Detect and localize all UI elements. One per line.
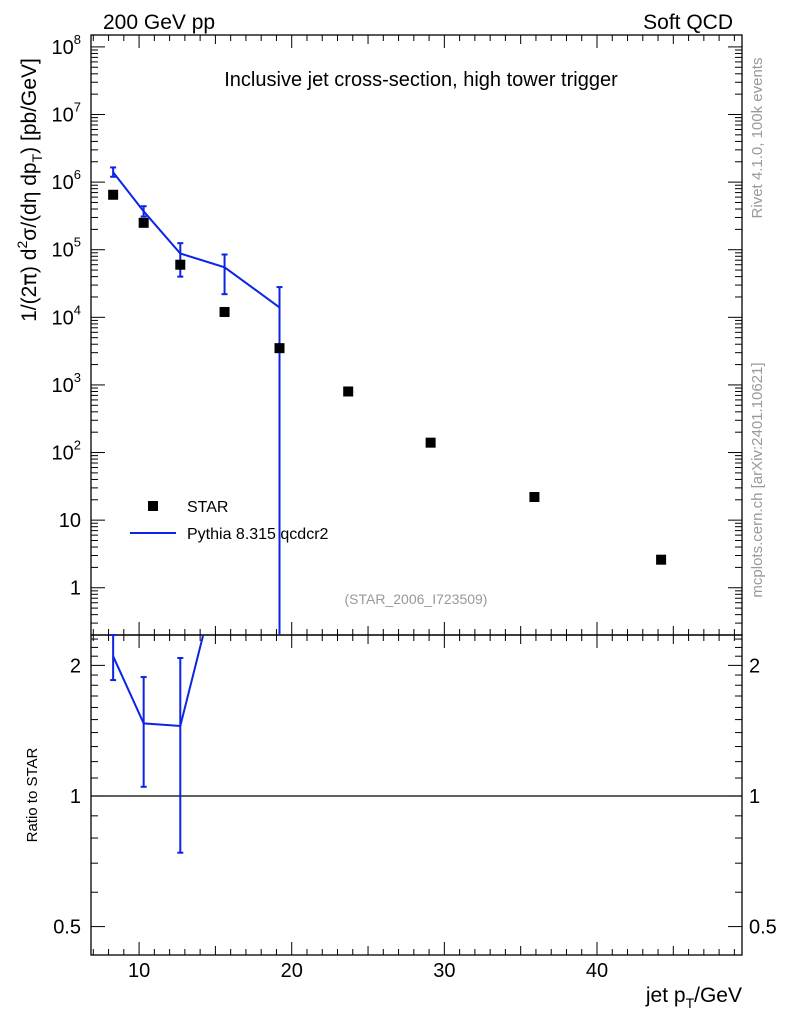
data-series-main [108,189,667,565]
x-tick-label: 20 [281,960,303,982]
y-tick-label: 108 [52,32,81,59]
y-label-part-2: ) d [18,249,41,274]
y-tick-base: 10 [52,37,74,59]
legend-data-label: STAR [187,499,228,516]
analysis-tag: (STAR_2006_I723509) [345,591,488,607]
y-tick-exponent: 3 [74,370,81,385]
ratio-y-tick-label-right: 1 [749,786,760,808]
header-left: 200 GeV pp [103,11,215,34]
y-tick-base: 10 [52,172,74,194]
y-label-pi: π [17,273,41,286]
star-data-point [343,386,354,397]
star-data-point [274,343,285,354]
y-tick-base: 10 [52,105,74,127]
y-axis-label: 1/(2π) d2σ/(dη dpT) [pb/GeV] [14,58,45,322]
y-tick-label: 106 [52,167,81,194]
ratio-y-tick-label-left: 2 [70,655,81,677]
y-tick-base: 10 [52,443,74,465]
y-label-part-4: ) [pb/GeV] [18,58,41,154]
y-tick-label: 105 [52,235,81,262]
y-tick-label: 102 [52,438,81,465]
ratio-y-tick-label-right: 0.5 [749,917,777,939]
y-tick-base: 10 [52,240,74,262]
header-right: Soft QCD [643,11,733,34]
main-plot-frame [90,34,743,636]
mc-line [112,171,281,309]
ratio-y-tick-label-right: 2 [749,655,760,677]
y-label-part-3: σ/(dη dp [18,162,41,240]
y-tick-exponent: 7 [74,100,81,115]
x-tick-label: 10 [128,960,150,982]
x-tick-label: 40 [586,960,608,982]
ratio-y-tick-label-left: 1 [70,786,81,808]
chart-title: Inclusive jet cross-section, high tower … [224,69,618,91]
y-label-sup-2: 2 [14,241,30,249]
ratio-axis-ticks [91,635,742,955]
mc-series-ratio [110,634,205,854]
star-data-point [108,189,119,200]
ratio-tick-labels: 0.5 0.5 1 1 2 2 10 20 30 40 [53,655,777,982]
y-tick-base: 10 [52,375,74,397]
y-tick-label: 107 [52,100,81,127]
y-label-sub-t: T [29,153,45,162]
rivet-version-label: Rivet 4.1.0, 100k events [749,58,766,219]
legend-data-marker [148,501,158,511]
x-tick-label: 30 [433,960,455,982]
y-tick-exponent: 5 [74,235,81,250]
ratio-y-axis-label: Ratio to STAR [24,747,41,842]
legend-mc-label: Pythia 8.315 qcdcr2 [187,526,329,543]
ratio-y-tick-label-left: 0.5 [53,917,81,939]
y-tick-label: 104 [52,302,81,329]
x-label-sub-t: T [686,995,695,1011]
y-tick-exponent: 4 [74,302,81,317]
ratio-plot-frame [90,634,743,956]
y-label-part-1: 1/(2 [18,286,41,322]
x-label-part-2: /GeV [694,984,742,1007]
star-data-point [529,491,540,502]
y-tick-label: 10 [59,510,81,532]
y-tick-base: 10 [52,307,74,329]
ratio-mc-line [112,635,205,728]
x-axis-label: jet pT/GeV [645,984,742,1011]
y-tick-base: 10 [59,510,81,532]
y-tick-label: 1 [70,578,81,600]
y-tick-exponent: 2 [74,438,81,453]
y-tick-base: 1 [70,578,81,600]
mcplots-label: mcplots.cern.ch [arXiv:2401.10621] [749,362,766,597]
star-data-point [656,554,667,565]
y-tick-exponent: 6 [74,167,81,182]
main-axis-ticks [91,35,742,636]
y-tick-label: 103 [52,370,81,397]
star-data-point [219,306,230,317]
star-data-point [138,217,149,228]
star-data-point [425,437,436,448]
mc-series-main [110,166,283,635]
x-label-part-1: jet p [645,984,686,1007]
y-tick-exponent: 8 [74,32,81,47]
star-data-point [175,259,186,270]
